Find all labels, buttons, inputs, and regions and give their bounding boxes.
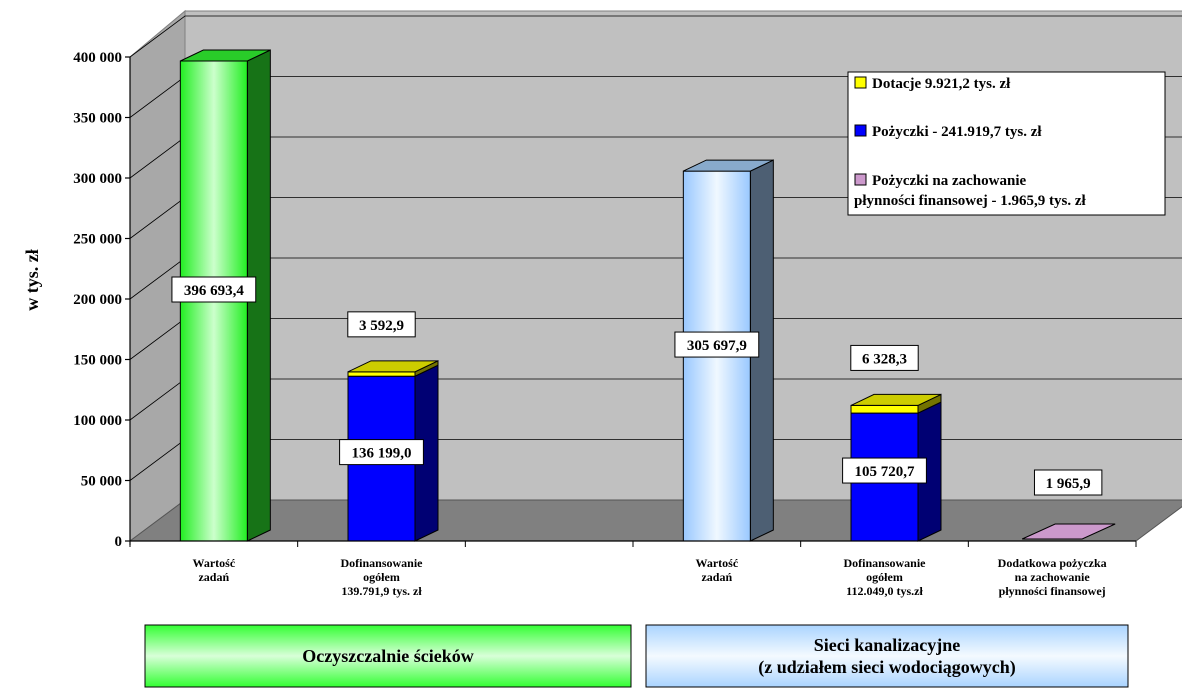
bar-dotacje-front	[347, 371, 416, 377]
x-category-label: na zachowanie	[1015, 570, 1091, 584]
x-category-label: zadań	[701, 570, 732, 584]
bar-wartosc-sieci-top	[683, 159, 774, 172]
y-tick-label: 150 000	[73, 353, 122, 369]
bar-dotacje-top	[850, 393, 942, 406]
y-tick-label: 50 000	[81, 474, 122, 490]
x-category-label: Dofinansowanie	[843, 556, 926, 570]
data-label-box	[1033, 469, 1103, 496]
legend-label: płynności finansowej - 1.965,9 tys. zł	[854, 193, 1087, 209]
group-box-oczyszczalnie	[144, 624, 632, 688]
data-label: 136 199,0	[352, 446, 412, 462]
floor	[128, 499, 1182, 542]
data-label: 396 693,4	[184, 283, 245, 299]
y-tick-label: 250 000	[73, 232, 122, 248]
legend: Dotacje 9.921,2 tys. zł Pożyczki - 241.91…	[847, 71, 1166, 216]
legend-swatch-plynnosc	[854, 173, 867, 186]
data-label-box	[674, 331, 760, 358]
side-wall	[129, 9, 186, 542]
bar-wartosc-oczyszczalnie-top	[180, 49, 271, 62]
x-category-label: ogółem	[866, 570, 903, 584]
legend-label: Pożyczki na zachowanie	[872, 173, 1026, 189]
x-category-label: Dofinansowanie	[340, 556, 423, 570]
x-category-label: płynności finansowej	[999, 584, 1106, 598]
data-label-box	[842, 457, 927, 484]
x-category-label: Wartość	[193, 556, 236, 570]
group-label: Sieci kanalizacyjne	[814, 635, 961, 655]
y-tick-label: 0	[115, 534, 123, 550]
bars-layer: 396 693,4 3 592,9 136 199,0 305 697,9 6 328,…	[171, 49, 1116, 542]
x-category-label: Wartość	[696, 556, 739, 570]
y-tick-label: 100 000	[73, 413, 122, 429]
data-label-top-box	[347, 311, 416, 338]
group-boxes: Oczyszczalnie ścieków Sieci kanalizacyjne…	[144, 624, 1129, 688]
y-tick-label: 300 000	[73, 171, 122, 187]
data-label: 1 965,9	[1046, 476, 1091, 492]
axes-layer: 0 50 000 100 000 150 000 200 000 250 000 300 0…	[22, 50, 1137, 598]
legend-swatch-pozyczki	[854, 124, 867, 137]
data-label-top: 6 328,3	[862, 351, 907, 367]
legend-label: Dotacje 9.921,2 tys. zł	[872, 76, 1011, 92]
gridline	[129, 15, 1182, 58]
x-category-label: zadań	[198, 570, 229, 584]
bar-plynnosc	[1021, 523, 1116, 540]
data-label-top: 3 592,9	[359, 318, 404, 334]
group-label: Oczyszczalnie ścieków	[302, 646, 473, 666]
x-category-label: 139.791,9 tys. zł	[341, 584, 422, 598]
bar-dotacje	[347, 360, 439, 377]
bar-dotacje-top	[347, 360, 439, 373]
group-box-sieci	[645, 624, 1129, 688]
x-category-label: 112.049,0 tys.zł	[846, 584, 923, 598]
data-label: 105 720,7	[855, 464, 916, 480]
data-label-box	[339, 439, 424, 466]
x-category-label: Dodatkowa pożyczka	[998, 556, 1107, 570]
legend-box	[847, 71, 1166, 216]
y-axis-label: w tys. zł	[22, 249, 42, 311]
data-label: 305 697,9	[687, 338, 747, 354]
y-tick-label: 350 000	[73, 111, 122, 127]
bar-dotacje-front	[850, 404, 919, 414]
legend-label: Pożyczki - 241.919,7 tys. zł	[872, 124, 1042, 140]
data-label-box	[171, 276, 257, 303]
bar-dotacje	[850, 393, 942, 414]
x-category-label: ogółem	[363, 570, 400, 584]
data-label-top-box	[850, 344, 919, 371]
y-tick-label: 200 000	[73, 292, 122, 308]
group-label: (z udziałem sieci wodociągowych)	[758, 657, 1015, 678]
legend-swatch-dotacje	[854, 76, 867, 89]
y-tick-label: 400 000	[73, 50, 122, 66]
